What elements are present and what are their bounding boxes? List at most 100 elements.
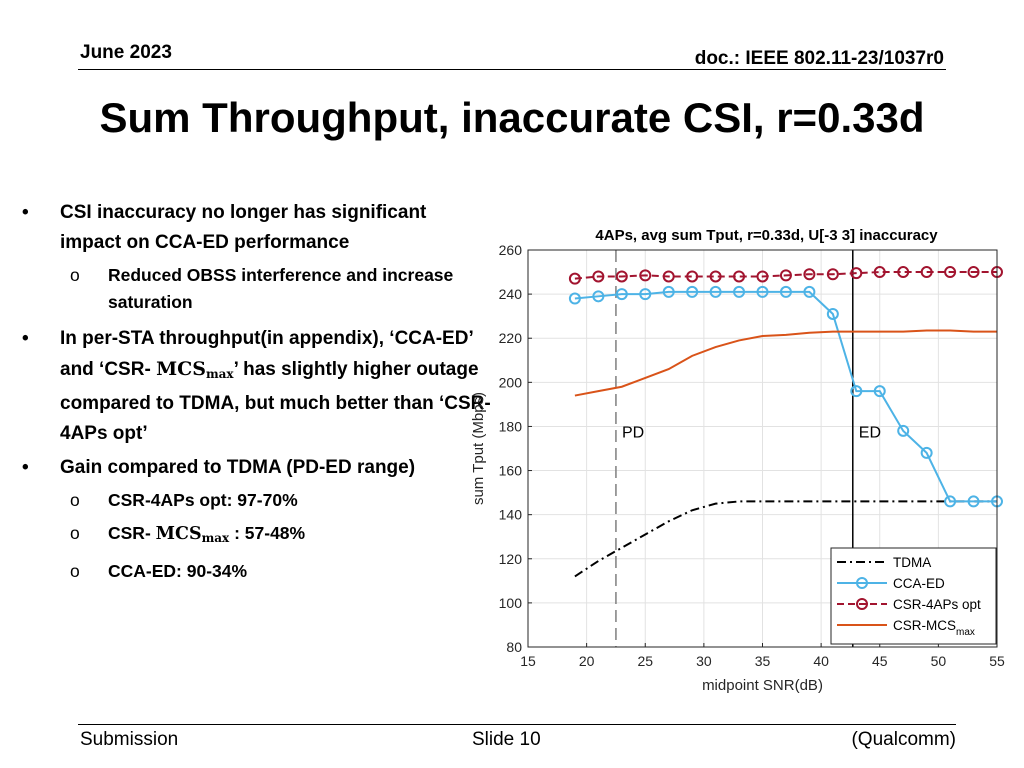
header-date: June 2023 bbox=[80, 42, 172, 63]
data-point bbox=[733, 270, 746, 283]
sub-bullet-text: CSR-4APs opt: 97-70% bbox=[108, 490, 298, 510]
data-point bbox=[826, 307, 839, 320]
sub-bullet-marker: o bbox=[70, 523, 80, 543]
y-tick-label: 100 bbox=[499, 595, 523, 611]
data-point bbox=[803, 285, 816, 298]
x-axis-label: midpoint SNR(dB) bbox=[702, 677, 823, 694]
mcs-term: MCSmax bbox=[156, 524, 230, 545]
bullet-text-post: ’ has slightly higher outage compared to… bbox=[60, 359, 491, 444]
bullet-text: Gain compared to TDMA (PD-ED range) bbox=[60, 457, 416, 478]
sub-bullet-text: Reduced OBSS interference and increase s… bbox=[108, 265, 454, 312]
mcs-subscript: max bbox=[201, 531, 230, 545]
bullet-text-pre: In per-STA throughput(in appendix), ‘CCA… bbox=[60, 328, 473, 380]
legend-label: TDMA bbox=[893, 555, 931, 570]
bullet-list: • CSI inaccuracy no longer has significa… bbox=[22, 198, 492, 593]
bullet-marker: • bbox=[22, 457, 29, 478]
sub-bullet-csr-4aps: o CSR-4APs opt: 97-70% bbox=[22, 487, 492, 514]
mcs-term: MCSmax bbox=[156, 358, 234, 381]
bullet-marker: • bbox=[22, 202, 29, 223]
header-doc-id: doc.: IEEE 802.11-23/1037r0 bbox=[694, 48, 944, 69]
header-divider bbox=[78, 69, 946, 70]
data-point bbox=[779, 269, 792, 282]
x-tick-label: 45 bbox=[872, 653, 888, 669]
bullet-gain: • Gain compared to TDMA (PD-ED range) bbox=[22, 453, 492, 483]
y-tick-label: 260 bbox=[499, 242, 523, 258]
series-line-cca-ed bbox=[574, 290, 997, 503]
data-point bbox=[592, 290, 605, 303]
footer-divider bbox=[78, 724, 956, 725]
data-point bbox=[615, 270, 628, 283]
y-tick-label: 200 bbox=[499, 374, 523, 390]
y-tick-label: 220 bbox=[499, 330, 523, 346]
data-point bbox=[920, 266, 933, 279]
data-point bbox=[850, 385, 863, 398]
data-point bbox=[779, 285, 792, 298]
data-point bbox=[873, 385, 886, 398]
data-point bbox=[944, 266, 957, 279]
legend-marker bbox=[856, 577, 868, 589]
bullet-marker: • bbox=[22, 328, 29, 349]
footer-company: (Qualcomm) bbox=[851, 729, 956, 750]
legend-marker bbox=[856, 598, 868, 610]
data-point bbox=[733, 285, 746, 298]
data-point bbox=[850, 267, 863, 280]
data-point bbox=[897, 266, 910, 279]
y-axis-label: sum Tput (Mbps) bbox=[470, 392, 487, 505]
sub-bullet-text-post: : 57-48% bbox=[229, 523, 306, 543]
y-tick-label: 160 bbox=[499, 463, 523, 479]
data-point bbox=[873, 266, 886, 279]
x-tick-label: 40 bbox=[813, 653, 829, 669]
footer-submission: Submission bbox=[80, 729, 179, 750]
pd-label: PD bbox=[622, 424, 644, 441]
data-point bbox=[756, 270, 769, 283]
data-point bbox=[709, 270, 722, 283]
ed-label: ED bbox=[859, 424, 881, 441]
sub-bullet-obss: o Reduced OBSS interference and increase… bbox=[22, 262, 492, 316]
data-point bbox=[592, 270, 605, 283]
y-tick-label: 240 bbox=[499, 286, 523, 302]
y-tick-label: 180 bbox=[499, 418, 523, 434]
data-point bbox=[756, 285, 769, 298]
chart-title: 4APs, avg sum Tput, r=0.33d, U[-3 3] ina… bbox=[595, 227, 938, 244]
data-point bbox=[662, 285, 675, 298]
data-point bbox=[686, 285, 699, 298]
footer-slide-number: Slide 10 bbox=[472, 729, 541, 750]
data-point bbox=[615, 288, 628, 301]
sub-bullet-marker: o bbox=[70, 490, 80, 510]
data-point bbox=[920, 446, 933, 459]
series-line-csr-4aps-opt bbox=[574, 271, 997, 280]
series-line-tdma bbox=[574, 500, 997, 578]
sub-bullet-cca-ed: o CCA-ED: 90-34% bbox=[22, 558, 492, 585]
y-tick-label: 80 bbox=[506, 639, 522, 655]
legend-box bbox=[830, 547, 997, 645]
y-tick-label: 140 bbox=[499, 507, 523, 523]
slide-title: Sum Throughput, inaccurate CSI, r=0.33d bbox=[99, 94, 925, 141]
data-point bbox=[944, 495, 957, 508]
data-point bbox=[967, 495, 980, 508]
sub-bullet-text-pre: CSR- bbox=[108, 523, 156, 543]
data-point bbox=[639, 288, 652, 301]
data-point bbox=[662, 270, 675, 283]
x-tick-label: 15 bbox=[520, 653, 536, 669]
x-tick-label: 35 bbox=[755, 653, 771, 669]
data-point bbox=[826, 268, 839, 281]
y-tick-label: 120 bbox=[499, 551, 523, 567]
throughput-chart: 15 20 25 30 35 40 45 50 55 80 100 120 140 160 180 200 22… bbox=[470, 227, 1005, 694]
data-point bbox=[639, 269, 652, 282]
data-point bbox=[709, 285, 722, 298]
data-point bbox=[568, 272, 581, 285]
legend-label-subscript: max bbox=[956, 627, 975, 638]
x-tick-label: 30 bbox=[696, 653, 712, 669]
bullet-per-sta: • In per-STA throughput(in appendix), ‘C… bbox=[22, 324, 492, 449]
series-line-csr-mcs bbox=[574, 329, 997, 397]
data-point bbox=[568, 292, 581, 305]
sub-bullet-csr-mcs: o CSR- MCSmax : 57-48% bbox=[22, 520, 492, 552]
sub-bullet-text: CCA-ED: 90-34% bbox=[108, 561, 248, 581]
legend-label: CCA-ED bbox=[893, 576, 945, 591]
x-tick-label: 55 bbox=[989, 653, 1005, 669]
sub-bullet-marker: o bbox=[70, 265, 80, 285]
data-point bbox=[686, 270, 699, 283]
x-tick-label: 20 bbox=[579, 653, 595, 669]
data-point bbox=[897, 424, 910, 437]
